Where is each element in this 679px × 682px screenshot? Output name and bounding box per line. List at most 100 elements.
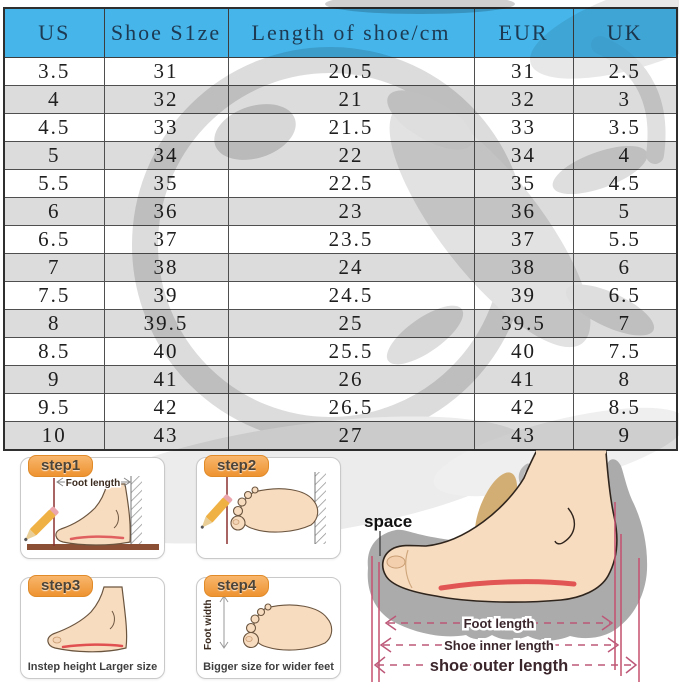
table-cell: 33 xyxy=(103,113,229,142)
table-cell: 39.5 xyxy=(103,309,229,338)
table-cell: 8 xyxy=(572,365,678,394)
pencil-icon xyxy=(24,506,59,542)
table-cell: 3.5 xyxy=(572,113,678,142)
step3-illustration xyxy=(47,586,128,653)
measurement-arrows xyxy=(373,615,638,674)
step4-card: step4 Foot width Bigger size for wider f… xyxy=(196,575,341,679)
step2-card: step2 xyxy=(196,455,341,559)
table-cell: 6 xyxy=(572,253,678,282)
table-cell: 42 xyxy=(103,393,229,422)
step3-caption: Instep height Larger size xyxy=(27,661,158,673)
table-cell: 22.5 xyxy=(227,169,475,198)
table-cell: 8.5 xyxy=(3,337,105,366)
table-cell: 26.5 xyxy=(227,393,475,422)
table-cell: 31 xyxy=(473,57,574,86)
table-cell: 34 xyxy=(103,141,229,170)
table-cell: 25 xyxy=(227,309,475,338)
header-cell: UK xyxy=(572,7,678,58)
step3-tab: step3 xyxy=(28,575,94,597)
step3-card: step3 Instep height Larger size xyxy=(20,575,165,679)
table-cell: 7 xyxy=(3,253,105,282)
table-cell: 36 xyxy=(473,197,574,226)
foot-length-annotation: Foot length xyxy=(66,478,120,489)
header-cell: Shoe S1ze xyxy=(103,7,229,58)
table-row: 9 41 26 41 8 xyxy=(3,365,678,394)
table-row: 8.5 40 25.5 40 7.5 xyxy=(3,337,678,366)
table-cell: 4.5 xyxy=(3,113,105,142)
table-cell: 40 xyxy=(473,337,574,366)
step4-tab: step4 xyxy=(204,575,270,597)
table-cell: 3 xyxy=(572,85,678,114)
measuring-guide-section: step1 Foot length step2 xyxy=(0,438,679,682)
table-cell: 2.5 xyxy=(572,57,678,86)
table-cell: 6 xyxy=(3,197,105,226)
table-cell: 21.5 xyxy=(227,113,475,142)
table-cell: 32 xyxy=(103,85,229,114)
table-cell: 6.5 xyxy=(3,225,105,254)
table-cell: 26 xyxy=(227,365,475,394)
header-cell: EUR xyxy=(473,7,574,58)
step1-card: step1 Foot length xyxy=(20,455,165,559)
table-cell: 8 xyxy=(3,309,105,338)
foot-width-annotation: Foot width xyxy=(203,599,214,650)
table-cell: 25.5 xyxy=(227,337,475,366)
table-cell: 7.5 xyxy=(3,281,105,310)
table-cell: 31 xyxy=(103,57,229,86)
table-row: 9.5 42 26.5 42 8.5 xyxy=(3,393,678,422)
header-cell: US xyxy=(3,7,105,58)
insole-line xyxy=(61,643,124,649)
table-cell: 35 xyxy=(103,169,229,198)
table-cell: 38 xyxy=(103,253,229,282)
wall-hatch xyxy=(131,476,142,546)
table-cell: 21 xyxy=(227,85,475,114)
table-cell: 7 xyxy=(572,309,678,338)
step2-tab: step2 xyxy=(204,455,270,477)
size-table-body: 3.5 31 20.5 31 2.5 4 32 21 32 3 4.5 33 21.5 33 3.5 5 34 2… xyxy=(3,57,678,451)
table-row: 5.5 35 22.5 35 4.5 xyxy=(3,169,678,198)
table-cell: 39 xyxy=(473,281,574,310)
table-cell: 24.5 xyxy=(227,281,475,310)
table-row: 8 39.5 25 39.5 7 xyxy=(3,309,678,338)
table-row: 4.5 33 21.5 33 3.5 xyxy=(3,113,678,142)
table-cell: 4.5 xyxy=(572,169,678,198)
foot-side-view xyxy=(47,586,128,653)
table-cell: 40 xyxy=(103,337,229,366)
table-cell: 38 xyxy=(473,253,574,282)
table-cell: 42 xyxy=(473,393,574,422)
table-cell: 5 xyxy=(572,197,678,226)
table-row: 6.5 37 23.5 37 5.5 xyxy=(3,225,678,254)
table-row: 7.5 39 24.5 39 6.5 xyxy=(3,281,678,310)
table-cell: 39.5 xyxy=(473,309,574,338)
step4-caption: Bigger size for wider feet xyxy=(203,661,334,673)
shoe-inner-length-label: Shoe inner length xyxy=(444,638,554,653)
table-cell: 37 xyxy=(103,225,229,254)
table-cell: 33 xyxy=(473,113,574,142)
table-cell: 36 xyxy=(103,197,229,226)
table-cell: 4 xyxy=(572,141,678,170)
table-cell: 4 xyxy=(3,85,105,114)
toenail xyxy=(386,555,406,569)
table-cell: 9 xyxy=(3,365,105,394)
foot-top-view xyxy=(230,486,319,533)
table-cell: 3.5 xyxy=(3,57,105,86)
foot-in-shoe xyxy=(381,451,618,603)
shoe-fit-diagram: space Foot length Shoe inner length shoe… xyxy=(364,450,648,682)
table-cell: 39 xyxy=(103,281,229,310)
table-cell: 6.5 xyxy=(572,281,678,310)
table-cell: 37 xyxy=(473,225,574,254)
table-cell: 5.5 xyxy=(3,169,105,198)
table-cell: 5 xyxy=(3,141,105,170)
floor xyxy=(27,544,159,550)
table-cell: 23 xyxy=(227,197,475,226)
foot-length-label: Foot length xyxy=(464,616,535,631)
header-cell: Length of shoe/cm xyxy=(227,7,475,58)
size-table-header: US Shoe S1ze Length of shoe/cm EUR UK xyxy=(3,7,678,58)
space-label: space xyxy=(364,512,412,531)
size-table: US Shoe S1ze Length of shoe/cm EUR UK 3.5 31 2… xyxy=(3,7,678,451)
shoe-outer-length-label: shoe outer length xyxy=(430,657,568,675)
insole-line xyxy=(438,579,577,591)
step4-illustration: Foot width xyxy=(203,595,333,651)
table-cell: 35 xyxy=(473,169,574,198)
table-row: 6 36 23 36 5 xyxy=(3,197,678,226)
